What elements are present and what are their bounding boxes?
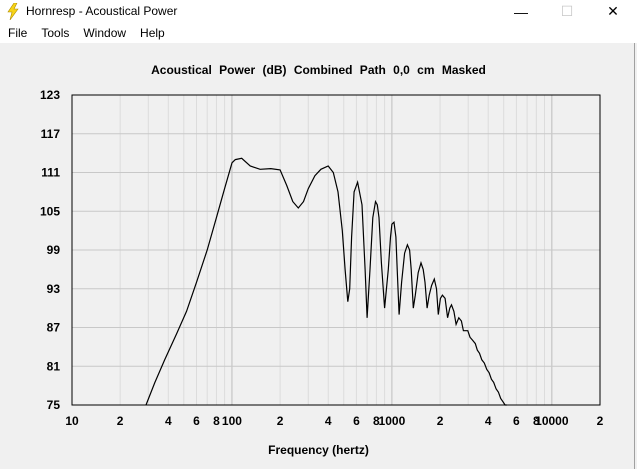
x-tick-label: 100 [222,414,242,428]
x-tick-label: 8 [373,414,380,428]
menu-file[interactable]: File [8,26,28,40]
x-axis-label: Frequency (hertz) [268,443,369,457]
minimize-button[interactable]: — [514,3,528,20]
y-tick-label: 87 [47,321,61,335]
lightning-bolt-icon [7,3,19,20]
x-tick-label: 4 [165,414,172,428]
x-tick-label: 10000 [535,414,569,428]
series-line-acoustical-power [145,157,507,406]
y-tick-label: 75 [47,398,61,412]
menu-help[interactable]: Help [140,26,165,40]
menu-tools[interactable]: Tools [41,26,70,40]
plot-frame [71,94,601,406]
menu-bar: File Tools Window Help [0,23,637,43]
chart-window-client [0,43,635,469]
chart-title: Acoustical Power (dB) Combined Path 0,0 … [151,63,486,77]
x-tick-label: 8 [213,414,220,428]
y-tick-label: 117 [41,127,61,141]
x-tick-label: 2 [437,414,444,428]
maximize-button[interactable]: ☐ [560,3,574,19]
x-tick-label: 6 [353,414,360,428]
y-tick-labels: 123 117 111 105 99 93 87 81 75 [40,88,60,412]
y-tick-label: 81 [47,359,61,373]
x-tick-label: 2 [117,414,124,428]
y-tick-label: 105 [40,204,60,218]
y-tick-label: 99 [47,243,61,257]
x-tick-label: 10 [65,414,79,428]
close-button[interactable]: ✕ [607,3,619,19]
y-tick-label: 93 [47,282,61,296]
y-tick-label: 111 [41,166,60,180]
x-tick-label: 1000 [379,414,406,428]
y-tick-label: 123 [40,88,60,102]
window-title: Hornresp - Acoustical Power [26,4,178,18]
x-tick-label: 2 [597,414,604,428]
x-tick-label: 6 [513,414,520,428]
x-tick-label: 4 [325,414,332,428]
grid-lines [72,95,600,405]
x-tick-label: 6 [193,414,200,428]
x-tick-label: 8 [533,414,540,428]
x-tick-label: 4 [485,414,492,428]
x-tick-label: 2 [277,414,284,428]
title-bar[interactable]: Hornresp - Acoustical Power — ☐ ✕ [0,0,637,23]
menu-window[interactable]: Window [83,26,127,40]
